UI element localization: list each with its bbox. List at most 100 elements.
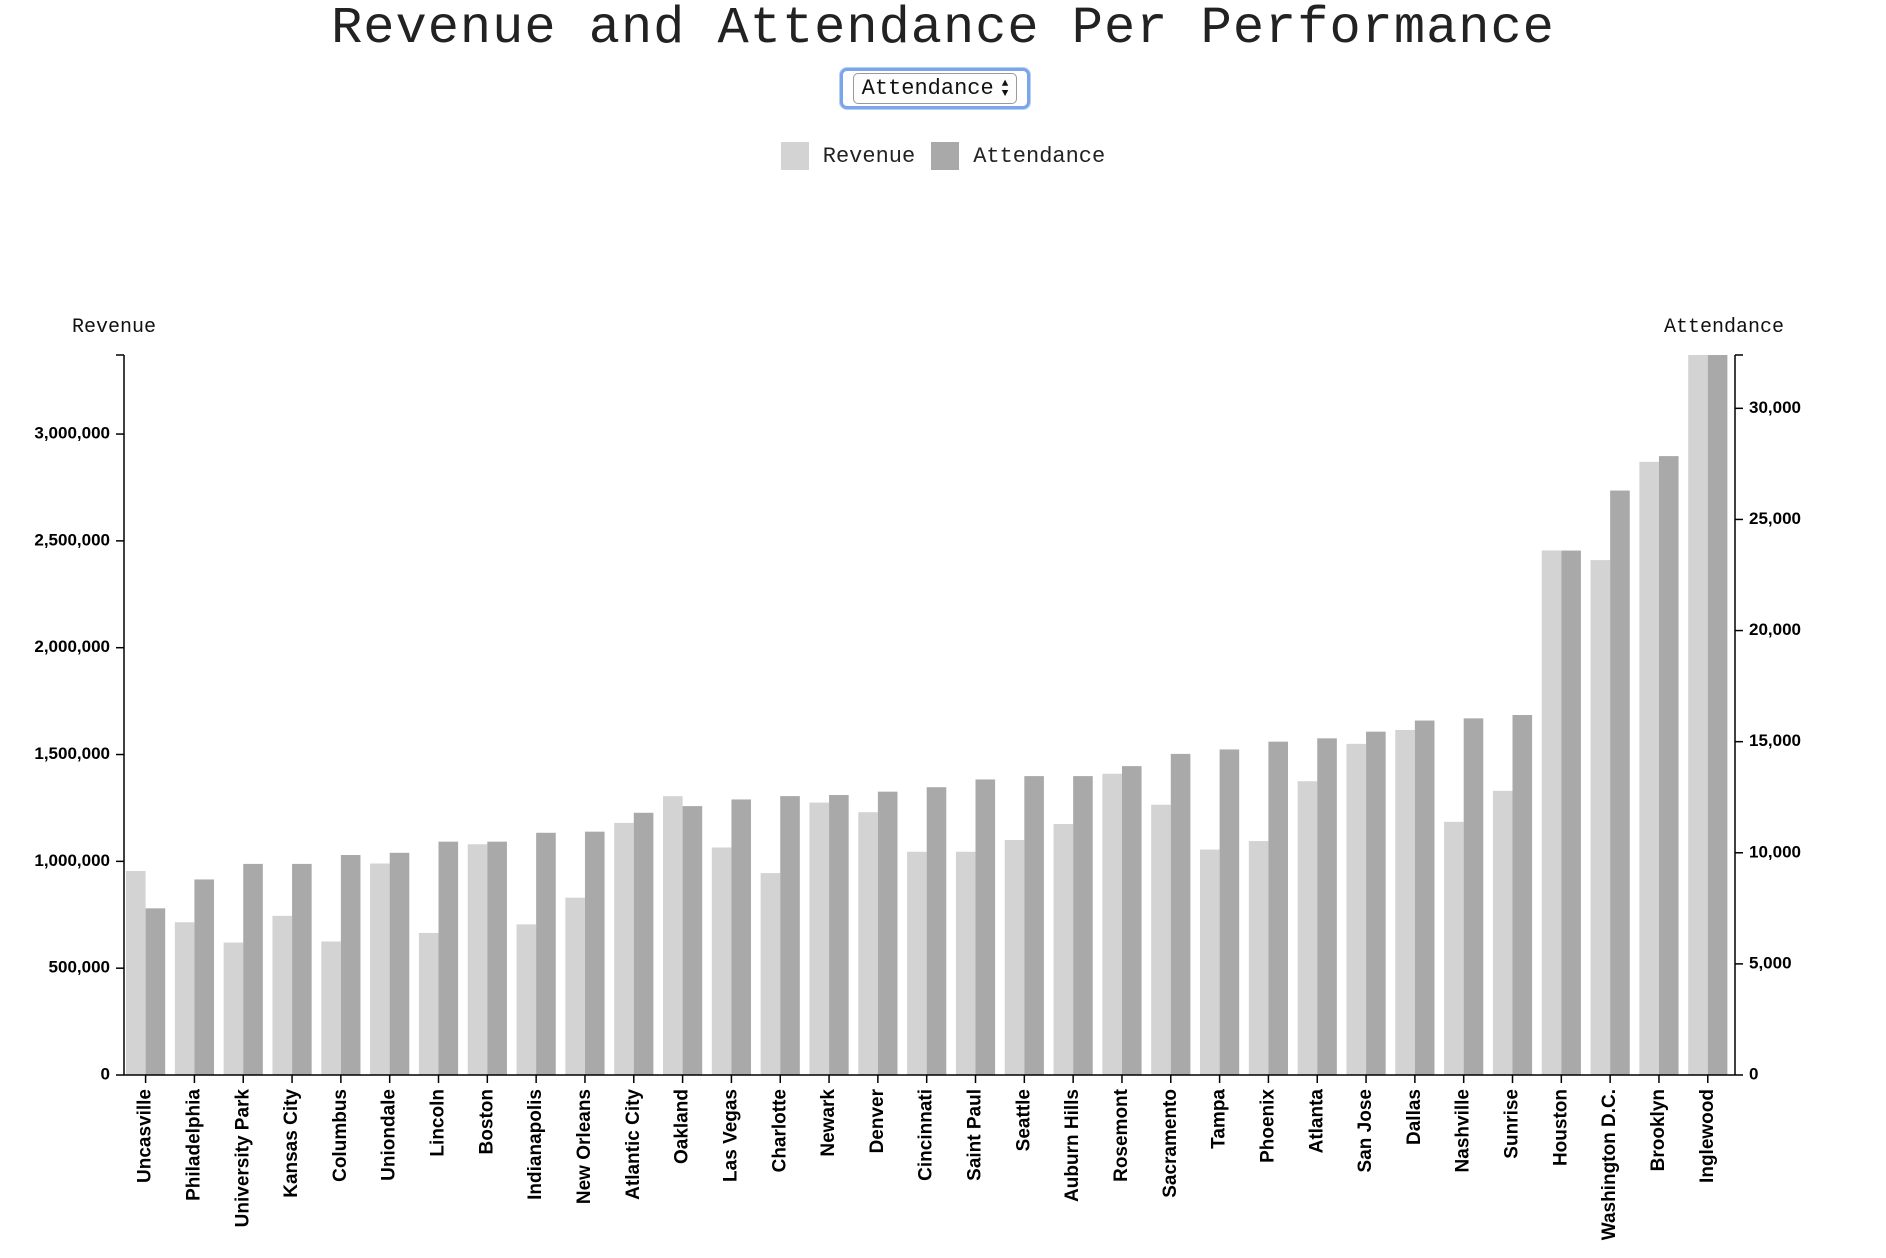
x-tick-label: Tampa (1209, 1089, 1230, 1149)
bar-revenue (663, 796, 683, 1075)
bar-attendance (1610, 490, 1630, 1075)
select-arrows-icon: ▲ ▼ (1001, 77, 1009, 100)
x-tick-label: Cincinnati (916, 1089, 937, 1181)
bar-attendance (194, 879, 215, 1075)
x-tick-label: Newark (818, 1089, 839, 1157)
y-tick-label-right: 5,000 (1749, 953, 1792, 972)
x-tick-label: University Park (232, 1089, 253, 1228)
bar-revenue (1053, 823, 1074, 1075)
legend-label-attendance: Attendance (973, 143, 1106, 169)
legend-swatch-revenue (780, 142, 809, 170)
x-tick-label: Uncasville (135, 1089, 156, 1183)
bar-attendance (145, 908, 166, 1075)
x-tick-label: Columbus (330, 1089, 351, 1182)
bar-revenue (1200, 849, 1220, 1075)
bar-attendance (975, 779, 996, 1075)
bar-attendance (1707, 355, 1728, 1075)
y-tick-label-left: 1,500,000 (34, 744, 110, 763)
y-tick-label-left: 500,000 (49, 958, 110, 977)
x-tick-label: Sacramento (1160, 1089, 1181, 1198)
y-tick-label-left: 2,000,000 (34, 637, 110, 656)
legend: Revenue Attendance (0, 142, 1886, 170)
x-tick-label: Houston (1550, 1089, 1571, 1166)
x-tick-label: Brooklyn (1648, 1089, 1669, 1171)
bar-revenue (1590, 560, 1611, 1075)
bar-revenue (1102, 773, 1122, 1075)
x-tick-label: Rosemont (1111, 1088, 1132, 1182)
x-tick-label: Atlantic City (623, 1089, 644, 1200)
bar-attendance (1561, 550, 1581, 1075)
x-tick-label: Dallas (1404, 1089, 1425, 1145)
x-tick-label: Saint Paul (965, 1089, 986, 1181)
bar-attendance (1658, 456, 1679, 1076)
y-axis-title-left: Revenue (72, 316, 157, 339)
bar-attendance (389, 852, 410, 1075)
bar-revenue (418, 932, 439, 1075)
bar-attendance (243, 863, 263, 1075)
bar-attendance (829, 795, 849, 1075)
bar-attendance (926, 787, 947, 1075)
x-tick-label: Philadelphia (183, 1089, 204, 1201)
bar-revenue (370, 863, 390, 1075)
bar-attendance (682, 806, 703, 1075)
bar-attendance (1512, 715, 1533, 1075)
sort-select-value: Attendance (861, 76, 994, 101)
bar-revenue (955, 851, 976, 1075)
bar-attendance (877, 791, 898, 1075)
x-tick-label: Charlotte (769, 1089, 790, 1172)
x-tick-label: Nashville (1453, 1089, 1474, 1172)
bar-attendance (292, 863, 312, 1075)
x-tick-label: Atlanta (1306, 1089, 1327, 1154)
legend-item-revenue: Revenue (780, 142, 916, 170)
bar-revenue (516, 924, 537, 1075)
bar-revenue (614, 822, 634, 1075)
sort-select[interactable]: Attendance ▲ ▼ (840, 68, 1030, 109)
bar-revenue (858, 812, 878, 1075)
bar-revenue (1248, 841, 1269, 1075)
y-tick-label-right: 20,000 (1749, 620, 1801, 639)
x-tick-label: Indianapolis (525, 1089, 546, 1200)
legend-item-attendance: Attendance (931, 142, 1105, 170)
bar-attendance (584, 831, 605, 1075)
y-tick-label-right: 10,000 (1749, 842, 1801, 861)
bar-attendance (1073, 776, 1093, 1075)
y-axis-title-right: Attendance (1664, 316, 1785, 339)
bar-revenue (1541, 550, 1562, 1075)
x-tick-label: Kansas City (281, 1089, 302, 1198)
x-tick-label: Inglewood (1697, 1089, 1718, 1183)
bar-attendance (1170, 753, 1191, 1075)
bar-revenue (126, 870, 146, 1075)
y-tick-label-right: 0 (1749, 1064, 1758, 1083)
bar-attendance (1366, 731, 1386, 1075)
bar-revenue (711, 847, 732, 1075)
bar-revenue (1492, 790, 1513, 1075)
bar-attendance (438, 841, 459, 1075)
bar-revenue (1004, 839, 1025, 1075)
bar-revenue (174, 922, 195, 1075)
bar-revenue (1395, 729, 1415, 1075)
x-tick-label: Lincoln (428, 1089, 449, 1157)
x-tick-label: New Orleans (574, 1089, 595, 1204)
x-tick-label: Boston (476, 1089, 497, 1154)
y-tick-label-right: 25,000 (1749, 509, 1801, 528)
y-tick-label-right: 30,000 (1749, 398, 1801, 417)
x-tick-label: San Jose (1355, 1089, 1376, 1172)
legend-swatch-attendance (931, 142, 960, 170)
page-title: Revenue and Attendance Per Performance (331, 0, 1555, 58)
legend-label-revenue: Revenue (822, 143, 916, 169)
x-tick-label: Las Vegas (720, 1089, 741, 1182)
bar-revenue (565, 897, 585, 1075)
bar-attendance (1024, 776, 1044, 1075)
bar-revenue (809, 802, 830, 1075)
bar-attendance (1414, 720, 1435, 1075)
bar-revenue (1346, 743, 1367, 1075)
bar-attendance (633, 812, 654, 1075)
x-tick-label: Seattle (1013, 1089, 1034, 1151)
y-tick-label-right: 15,000 (1749, 731, 1801, 750)
bar-attendance (1121, 766, 1142, 1075)
y-tick-label-left: 3,000,000 (34, 424, 110, 443)
x-tick-label: Uniondale (379, 1089, 400, 1181)
bar-attendance (731, 799, 752, 1075)
bar-revenue (1151, 804, 1171, 1075)
